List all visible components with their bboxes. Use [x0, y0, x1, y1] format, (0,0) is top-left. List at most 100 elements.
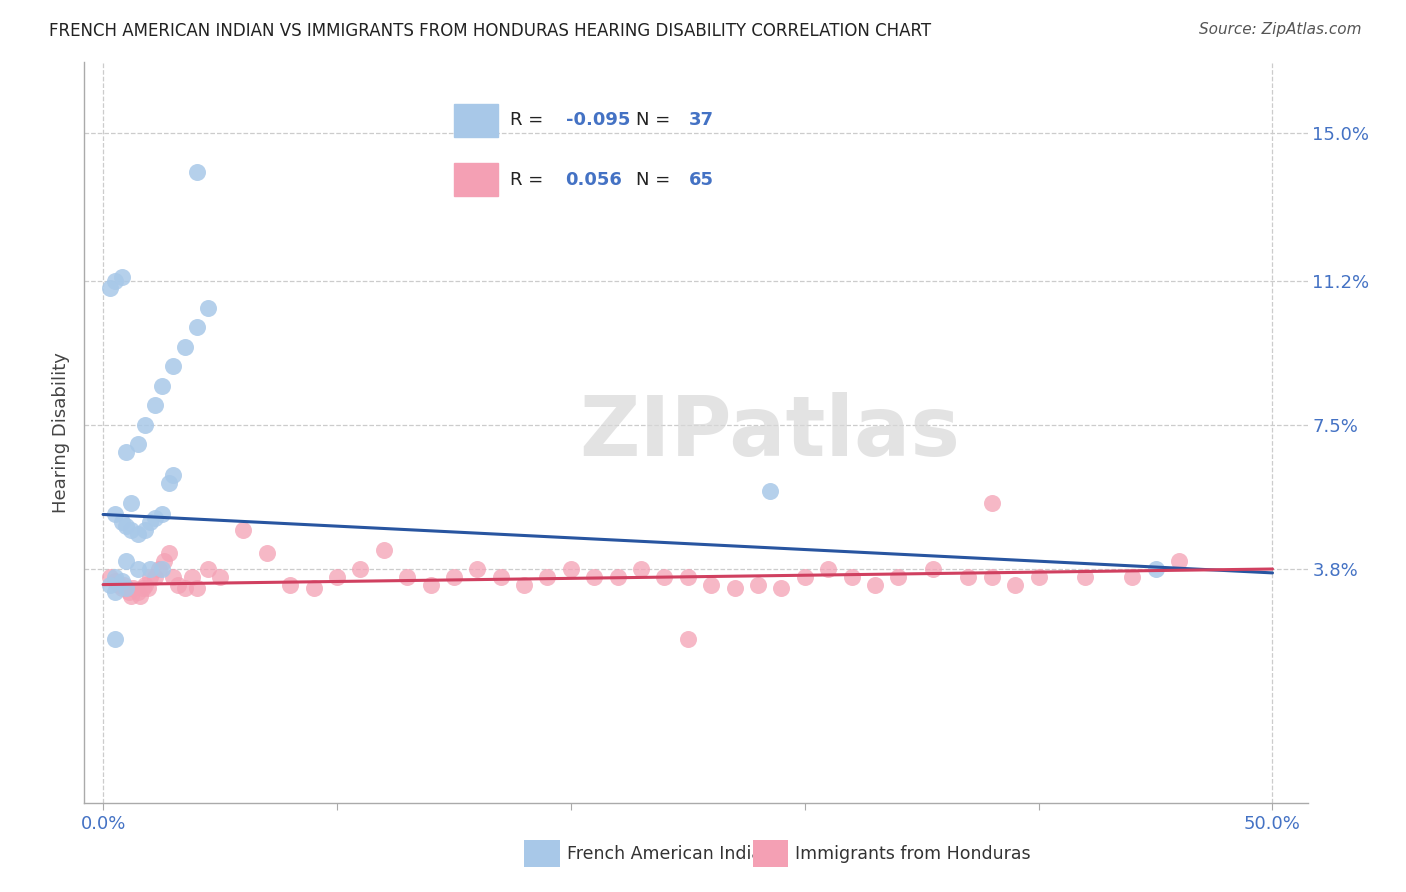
- Point: [153, 554, 176, 568]
- Point: [120, 496, 142, 510]
- Point: [793, 570, 815, 584]
- Point: [817, 562, 839, 576]
- Point: [129, 589, 152, 603]
- Point: [111, 515, 134, 529]
- Point: [120, 589, 142, 603]
- Point: [1121, 570, 1143, 584]
- Point: [186, 582, 208, 596]
- Point: [127, 527, 149, 541]
- Point: [139, 515, 162, 529]
- Point: [162, 570, 184, 584]
- Point: [104, 274, 127, 288]
- Point: [186, 164, 208, 178]
- Point: [1074, 570, 1097, 584]
- Point: [150, 562, 173, 576]
- Point: [186, 320, 208, 334]
- Point: [143, 511, 166, 525]
- Point: [98, 577, 121, 591]
- Point: [139, 570, 162, 584]
- Point: [560, 562, 582, 576]
- Point: [134, 523, 156, 537]
- Point: [1144, 562, 1167, 576]
- Point: [513, 577, 536, 591]
- Point: [181, 570, 204, 584]
- Text: French American Indians: French American Indians: [567, 845, 782, 863]
- Point: [700, 577, 723, 591]
- Point: [583, 570, 606, 584]
- Point: [758, 484, 780, 499]
- Point: [922, 562, 945, 576]
- Point: [148, 562, 170, 576]
- Point: [127, 437, 149, 451]
- Point: [162, 468, 184, 483]
- Point: [747, 577, 769, 591]
- Point: [197, 301, 219, 315]
- Point: [443, 570, 465, 584]
- Point: [150, 379, 173, 393]
- Point: [980, 496, 1002, 510]
- Point: [104, 632, 127, 647]
- Point: [536, 570, 558, 584]
- Point: [143, 570, 166, 584]
- Point: [326, 570, 349, 584]
- Point: [115, 582, 138, 596]
- Point: [104, 585, 127, 599]
- Point: [112, 577, 135, 591]
- Point: [174, 582, 197, 596]
- Point: [174, 340, 197, 354]
- Point: [104, 574, 127, 588]
- Point: [197, 562, 219, 576]
- Point: [489, 570, 512, 584]
- Point: [841, 570, 863, 584]
- Point: [162, 359, 184, 374]
- Point: [723, 582, 745, 596]
- Point: [676, 570, 699, 584]
- Point: [150, 508, 173, 522]
- Point: [887, 570, 910, 584]
- Point: [349, 562, 371, 576]
- Point: [98, 570, 121, 584]
- Point: [1004, 577, 1026, 591]
- Point: [111, 582, 134, 596]
- Point: [115, 554, 138, 568]
- Point: [373, 542, 395, 557]
- Point: [208, 570, 231, 584]
- Point: [1028, 570, 1050, 584]
- Point: [302, 582, 325, 596]
- Point: [654, 570, 676, 584]
- Point: [104, 508, 127, 522]
- Point: [1168, 554, 1191, 568]
- Point: [957, 570, 980, 584]
- Point: [630, 562, 652, 576]
- Point: [111, 574, 134, 588]
- Point: [127, 585, 149, 599]
- Point: [676, 632, 699, 647]
- Point: [132, 582, 155, 596]
- Y-axis label: Hearing Disability: Hearing Disability: [52, 352, 70, 513]
- Point: [127, 562, 149, 576]
- Point: [98, 281, 121, 295]
- Point: [134, 417, 156, 432]
- Point: [118, 585, 141, 599]
- Point: [122, 582, 145, 596]
- Point: [104, 570, 127, 584]
- Point: [863, 577, 886, 591]
- Point: [465, 562, 488, 576]
- Point: [139, 562, 162, 576]
- Point: [108, 577, 131, 591]
- Point: [115, 582, 138, 596]
- Point: [278, 577, 301, 591]
- Point: [396, 570, 419, 584]
- Point: [134, 577, 156, 591]
- Point: [143, 398, 166, 412]
- Point: [157, 476, 180, 491]
- Text: ZIPatlas: ZIPatlas: [579, 392, 960, 473]
- Point: [136, 582, 159, 596]
- Point: [115, 519, 138, 533]
- Point: [115, 445, 138, 459]
- Point: [120, 523, 142, 537]
- Point: [770, 582, 793, 596]
- Point: [167, 577, 190, 591]
- Point: [157, 546, 180, 560]
- Text: Source: ZipAtlas.com: Source: ZipAtlas.com: [1198, 22, 1361, 37]
